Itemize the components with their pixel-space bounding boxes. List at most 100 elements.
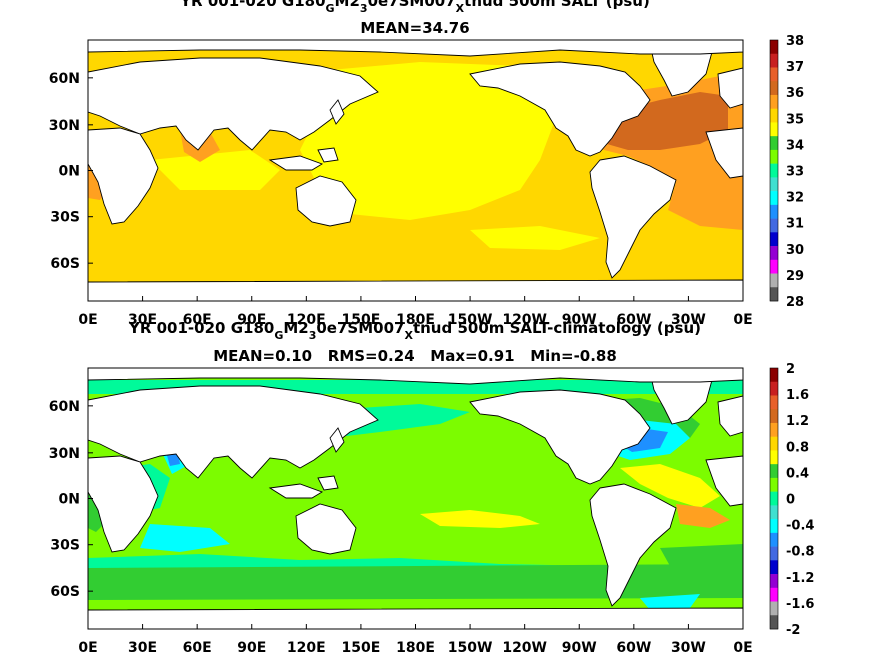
colorbar-swatch — [770, 436, 778, 451]
lat-tick-label: 60N — [49, 71, 80, 87]
colorbar-label: 1.6 — [786, 388, 809, 403]
lon-tick-label: 30E — [128, 640, 157, 656]
colorbar-label: 32 — [786, 191, 804, 206]
lat-tick-label: 30S — [50, 538, 80, 554]
lat-tick-label: 0N — [59, 164, 80, 180]
lon-tick-label: 120E — [287, 640, 326, 656]
colorbar-swatch — [770, 259, 778, 274]
bottom-lat-axis: 60N 30N 0N 30S 60S — [49, 399, 93, 600]
colorbar-label: 0.8 — [786, 440, 809, 455]
colorbar-swatch — [770, 149, 778, 164]
colorbar-swatch — [770, 246, 778, 261]
colorbar-swatch — [770, 574, 778, 589]
colorbar-swatch — [770, 67, 778, 82]
lat-tick-label: 30N — [49, 118, 80, 134]
colorbar-swatch — [770, 191, 778, 206]
colorbar-swatch — [770, 532, 778, 547]
colorbar-label: 38 — [786, 34, 804, 49]
colorbar-swatch — [770, 615, 778, 630]
lon-tick-label: 120W — [502, 640, 547, 656]
colorbar-frame — [769, 367, 779, 630]
colorbar-swatch — [770, 368, 778, 383]
colorbar-swatch — [770, 519, 778, 534]
colorbar-swatch — [770, 232, 778, 247]
colorbar-label: 33 — [786, 165, 804, 180]
lon-tick-label: 150E — [342, 640, 381, 656]
lon-tick-label: 0E — [78, 640, 97, 656]
colorbar-swatch — [770, 409, 778, 424]
colorbar-swatch — [770, 422, 778, 437]
colorbar-swatch — [770, 94, 778, 109]
bottom-map — [88, 368, 743, 629]
colorbar-label: 36 — [786, 86, 804, 101]
colorbar-swatch — [770, 587, 778, 602]
lon-tick-label: 30W — [671, 312, 706, 328]
colorbar-label: -2 — [786, 623, 800, 638]
colorbar-swatch — [770, 108, 778, 123]
colorbar-label: -1.6 — [786, 597, 814, 612]
colorbar-swatch — [770, 163, 778, 178]
colorbar-label: -1.2 — [786, 571, 814, 586]
colorbar-swatch — [770, 477, 778, 492]
lon-tick-label: 30E — [128, 312, 157, 328]
lon-tick-label: 90E — [237, 640, 266, 656]
colorbar-swatch — [770, 122, 778, 137]
colorbar-label: 31 — [786, 217, 804, 232]
colorbar-label: 2 — [786, 362, 795, 377]
lon-tick-label: 180E — [396, 640, 435, 656]
top-colorbar: 38 37 36 35 34 33 32 31 30 29 28 — [769, 34, 804, 310]
colorbar-swatch — [770, 450, 778, 465]
lon-tick-label: 90W — [562, 312, 597, 328]
colorbar-label: 0.4 — [786, 466, 809, 481]
lon-tick-label: 90E — [237, 312, 266, 328]
colorbar-swatch — [770, 40, 778, 55]
lat-tick-label: 30N — [49, 446, 80, 462]
top-lat-axis: 60N 30N 0N 30S 60S — [49, 71, 93, 272]
colorbar-label: 29 — [786, 269, 804, 284]
lon-tick-label: 150W — [448, 312, 493, 328]
colorbar-swatch — [770, 53, 778, 68]
colorbar-label: 28 — [786, 295, 804, 310]
lat-tick-label: 60S — [50, 584, 80, 600]
colorbar-label: 30 — [786, 243, 804, 258]
colorbar-swatch — [770, 601, 778, 616]
colorbar-swatch — [770, 287, 778, 302]
lon-tick-label: 90W — [562, 640, 597, 656]
lat-tick-label: 0N — [59, 492, 80, 508]
colorbar-swatch — [770, 81, 778, 96]
colorbar-swatch — [770, 177, 778, 192]
bottom-lon-axis: 0E 30E 60E 90E 120E 150E 180E 150W 120W 90W 60W 30W… — [78, 624, 753, 656]
lon-tick-label: 60E — [183, 640, 212, 656]
bottom-panel: YR 001-020 G180GM230e7SM007Xtnud 500m SA… — [49, 319, 815, 656]
colorbar-label: -0.4 — [786, 519, 814, 534]
top-panel: YR 001-020 G180GM230e7SM007Xtnud 500m SA… — [49, 0, 804, 328]
colorbar-swatch — [770, 560, 778, 575]
top-map — [88, 40, 743, 301]
lon-tick-label: 0E — [733, 312, 752, 328]
lon-tick-label: 60W — [616, 312, 651, 328]
colorbar-label: 37 — [786, 60, 804, 75]
colorbar-label: -0.8 — [786, 545, 814, 560]
lon-tick-label: 150E — [342, 312, 381, 328]
colorbar-swatch — [770, 218, 778, 233]
lon-tick-label: 0E — [78, 312, 97, 328]
lon-tick-label: 0E — [733, 640, 752, 656]
colorbar-swatch — [770, 491, 778, 506]
lon-tick-label: 30W — [671, 640, 706, 656]
colorbar-label: 34 — [786, 138, 804, 153]
top-panel-subtitle: MEAN=34.76 — [360, 19, 469, 37]
colorbar-swatch — [770, 464, 778, 479]
top-lon-axis: 0E 30E 60E 90E 120E 150E 180E 150W 120W 90W 60W 30W… — [78, 296, 753, 328]
lat-tick-label: 60S — [50, 256, 80, 272]
lat-tick-label: 30S — [50, 210, 80, 226]
lon-tick-label: 120W — [502, 312, 547, 328]
colorbar-swatch — [770, 395, 778, 410]
top-panel-title: YR 001-020 G180GM230e7SM007Xtnud 500m SA… — [179, 0, 650, 15]
colorbar-label: 0 — [786, 493, 795, 508]
bottom-panel-title: YR 001-020 G180GM230e7SM007Xtnud 500m SA… — [128, 319, 701, 342]
bottom-panel-subtitle: MEAN=0.10 RMS=0.24 Max=0.91 Min=-0.88 — [213, 347, 617, 365]
lon-tick-label: 120E — [287, 312, 326, 328]
lat-tick-label: 60N — [49, 399, 80, 415]
lon-tick-label: 150W — [448, 640, 493, 656]
